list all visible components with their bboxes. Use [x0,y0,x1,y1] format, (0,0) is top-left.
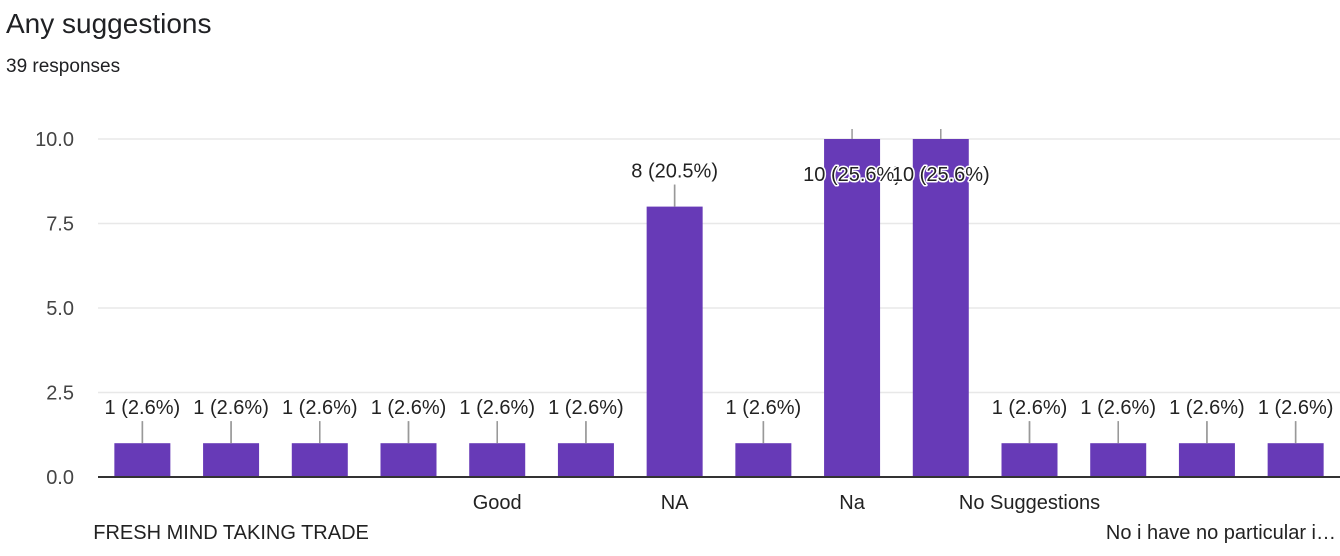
bar[interactable] [735,443,792,477]
bar[interactable] [469,443,526,477]
data-label: 10 (25.6%) [892,164,990,186]
data-label: 1 (2.6%) [1080,397,1156,419]
bar[interactable] [1267,443,1324,477]
bar[interactable] [380,443,437,477]
bar[interactable] [1090,443,1147,477]
bar[interactable] [1178,443,1235,477]
data-label: 10 (25.6%) [803,164,901,186]
x-category-label: Na [839,492,865,514]
bar[interactable] [1001,443,1058,477]
x-category-label: FRESH MIND TAKING TRADE [93,522,369,544]
data-label: 1 (2.6%) [459,397,535,419]
data-label: 1 (2.6%) [548,397,624,419]
y-tick-label: 0.0 [46,467,74,489]
data-label: 1 (2.6%) [992,397,1068,419]
data-label: 1 (2.6%) [105,397,181,419]
bar[interactable] [114,443,171,477]
bar[interactable] [824,139,881,477]
y-tick-label: 5.0 [46,298,74,320]
y-tick-label: 2.5 [46,383,74,405]
data-label: 1 (2.6%) [1258,397,1334,419]
bar[interactable] [203,443,260,477]
x-category-label: NA [661,492,689,514]
x-category-label: Good [473,492,522,514]
x-category-label: No i have no particular i… [1106,522,1336,544]
y-tick-label: 10.0 [35,129,74,151]
y-tick-label: 7.5 [46,214,74,236]
data-label: 1 (2.6%) [1169,397,1245,419]
data-label: 1 (2.6%) [193,397,269,419]
bar[interactable] [557,443,614,477]
data-label: 1 (2.6%) [371,397,447,419]
x-category-label: No Suggestions [959,492,1100,514]
data-label: 1 (2.6%) [282,397,358,419]
data-label: 8 (20.5%) [631,161,718,183]
bar[interactable] [646,206,703,477]
bar[interactable] [291,443,348,477]
response-count: 39 responses [6,56,121,77]
bar[interactable] [912,139,969,477]
data-label: 1 (2.6%) [726,397,802,419]
chart-title: Any suggestions [6,8,212,39]
